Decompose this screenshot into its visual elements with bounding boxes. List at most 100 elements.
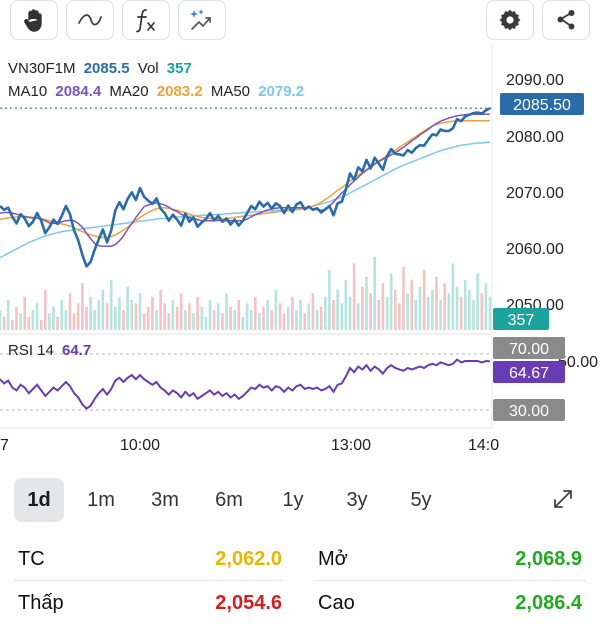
legend-ma20: 2083.2: [157, 83, 203, 100]
price-tick-2070: 2070.00: [506, 185, 564, 202]
ma10-line: [0, 113, 490, 247]
volume-bar: [324, 296, 327, 330]
time-tick-1000: 10:00: [120, 437, 160, 454]
volume-bar: [373, 256, 376, 330]
volume-bar: [0, 310, 2, 330]
volume-bar: [352, 263, 356, 330]
line-tool-button[interactable]: [66, 0, 114, 40]
volume-bar: [76, 303, 80, 330]
volume-bar: [221, 313, 224, 330]
period-selector: 1d 1m 3m 6m 1y 3y 5y: [12, 478, 588, 522]
gear-icon: [499, 9, 521, 31]
volume-bar: [299, 300, 302, 330]
volume-badge-bg: [493, 308, 549, 330]
volume-bar: [208, 300, 212, 330]
time-tick-start: 7: [0, 437, 9, 454]
ma50-line: [0, 141, 490, 259]
volume-bar: [332, 300, 335, 330]
legend-ma50: 2079.2: [258, 83, 304, 100]
volume-bar: [64, 310, 68, 330]
price-badge-bg: [500, 93, 584, 115]
volume-bar: [85, 306, 88, 330]
volume-bar: [138, 293, 142, 330]
indicator-button[interactable]: [122, 0, 170, 40]
legend-volume: 357: [167, 60, 192, 77]
stats-row: Thấp 2,054.6 Cao 2,086.4: [0, 588, 600, 628]
volume-bar: [480, 293, 484, 330]
volume-bar: [464, 280, 467, 330]
volume-bar: [249, 310, 253, 330]
volume-bar: [93, 310, 96, 330]
volume-bar: [233, 310, 236, 330]
ai-tool-button[interactable]: [178, 0, 226, 40]
volume-bar: [348, 296, 352, 330]
volume-bar: [262, 306, 265, 330]
reference-value: 2,062.0: [215, 548, 282, 570]
volume-bar: [389, 273, 393, 330]
volume-bar: [266, 300, 269, 330]
volume-bar: [385, 296, 389, 330]
hand-tool-button[interactable]: [10, 0, 58, 40]
price-chart[interactable]: VN30F1M 2085.5 Vol 357 MA10 2084.4 MA20 …: [0, 44, 600, 460]
volume-bar: [291, 296, 294, 330]
volume-bar: [398, 303, 401, 330]
rsi-pane: [0, 353, 492, 411]
stats-row: TC 2,062.0 Mở 2,068.9: [0, 540, 600, 580]
volume-bar: [167, 313, 171, 330]
expand-button[interactable]: [552, 488, 574, 515]
volume-bar: [274, 290, 278, 330]
volume-bar: [2, 316, 6, 330]
period-3y[interactable]: 3y: [346, 488, 368, 511]
price-tick-2060: 2060.00: [506, 241, 564, 258]
volume-badge: 357: [508, 312, 535, 329]
volume-bar: [11, 320, 14, 330]
volume-bar: [311, 293, 315, 330]
expand-icon: [554, 490, 572, 508]
volume-bar: [377, 300, 381, 330]
volume-bar: [97, 300, 101, 330]
volume-bar: [282, 313, 286, 330]
volume-bar: [109, 280, 113, 330]
volume-bar: [56, 316, 59, 330]
settings-button[interactable]: [486, 0, 534, 40]
period-1y[interactable]: 1y: [282, 488, 304, 511]
legend-line-1: VN30F1M 2085.5 Vol 357: [8, 60, 192, 77]
volume-bar: [245, 303, 249, 330]
legend-price: 2085.5: [84, 60, 130, 77]
volume-bar: [319, 306, 323, 330]
period-1d[interactable]: 1d: [14, 478, 64, 522]
volume-bar: [356, 303, 360, 330]
price-line: [0, 107, 491, 268]
volume-bar: [200, 306, 204, 330]
share-button[interactable]: [542, 0, 590, 40]
rsi-mid-label: 50.00: [558, 354, 598, 371]
volume-bar: [447, 293, 451, 330]
period-6m[interactable]: 6m: [215, 488, 243, 511]
volume-bar: [175, 306, 179, 330]
volume-bar: [48, 313, 51, 330]
volume-bar: [72, 313, 76, 330]
volume-bar: [381, 283, 385, 330]
rsi-lower-badge-bg: [493, 399, 565, 421]
chart-toolbar: [0, 0, 600, 44]
rsi-legend: RSI 14 64.7: [8, 342, 91, 359]
low-label: Thấp: [18, 592, 64, 614]
volume-bar: [270, 310, 274, 330]
volume-bars: [0, 256, 492, 330]
volume-bar: [443, 283, 446, 330]
rsi-value: 64.7: [62, 342, 91, 359]
volume-bar: [159, 290, 162, 330]
volume-bar: [31, 310, 35, 330]
volume-bar: [216, 303, 220, 330]
volume-bar: [126, 286, 129, 330]
period-5y[interactable]: 5y: [410, 488, 432, 511]
volume-bar: [394, 290, 397, 330]
sparkle-chart-icon: [190, 9, 211, 30]
period-1m[interactable]: 1m: [87, 488, 115, 511]
curve-icon: [78, 14, 102, 26]
volume-bar: [19, 313, 22, 330]
period-3m[interactable]: 3m: [151, 488, 179, 511]
volume-bar: [155, 310, 158, 330]
time-tick-1400: 14:0: [468, 437, 499, 454]
volume-bar: [6, 300, 10, 330]
